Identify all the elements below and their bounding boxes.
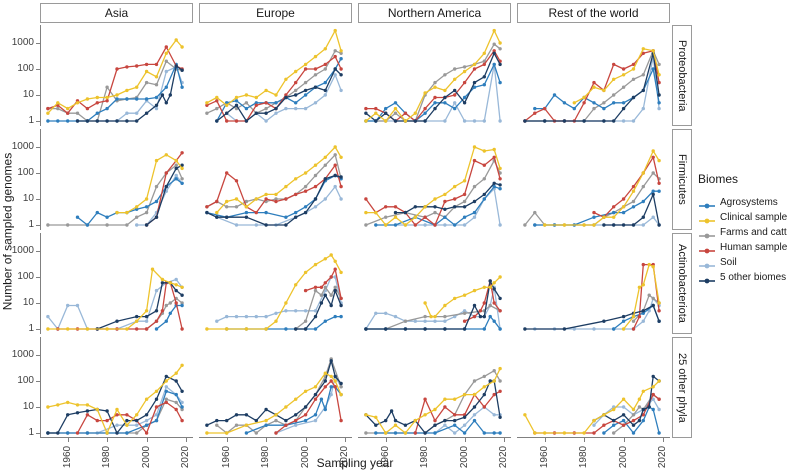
y-tick-label: 10 [22,89,34,100]
y-tick-label: 1000 [11,349,34,360]
panel-actinobacteriota-asia [40,233,193,334]
y-tick-mark [36,173,40,174]
legend-item-human-samples: Human samples [698,240,787,255]
legend-item-label: Agrosystems [720,197,778,208]
legend: Biomes Agrosystems Clinical samples Farm… [698,172,787,285]
y-tick-mark [36,147,40,148]
x-tick-mark [146,438,148,442]
x-tick-mark [226,438,228,442]
y-tick-mark [36,277,40,278]
y-tick-mark [36,355,40,356]
facet-row-label-proteobacteria: Proteobacteria [672,25,692,126]
panel-firmicutes-rest-of-world [517,129,670,230]
legend-title: Biomes [698,172,739,186]
panel-firmicutes-europe [199,129,352,230]
panel-actinobacteriota-rest-of-world [517,233,670,334]
panel-firmicutes-northern-america [358,129,511,230]
panel-25-other-phyla-asia [40,337,193,438]
x-tick-mark [186,438,188,442]
legend-item-label: 5 other biomes [720,272,787,283]
panel-proteobacteria-rest-of-world [517,25,670,126]
y-tick-label: 1 [28,323,34,334]
x-tick-mark [67,438,69,442]
panel-actinobacteriota-europe [199,233,352,334]
line-dot-key-icon [698,273,716,283]
facet-column-label-rest-of-world: Rest of the world [517,3,670,23]
legend-item-soil: Soil [698,255,787,270]
x-tick-mark [305,438,307,442]
legend-item-label: Clinical samples [720,212,787,223]
y-axis-title: Number of sampled genomes [0,152,15,311]
panel-actinobacteriota-northern-america [358,233,511,334]
legend-item-label: Human samples [720,242,787,253]
y-tick-label: 100 [17,271,34,282]
facet-row-label-firmicutes: Firmicutes [672,129,692,230]
y-tick-mark [36,381,40,382]
y-tick-mark [36,407,40,408]
legend-item-5-other-biomes: 5 other biomes [698,270,787,285]
y-tick-label: 1 [28,219,34,230]
y-tick-label: 100 [17,63,34,74]
y-tick-label: 1 [28,427,34,438]
legend-item-label: Farms and cattle [720,227,787,238]
x-tick-mark [584,438,586,442]
y-tick-mark [36,303,40,304]
legend-item-agrosystems: Agrosystems [698,195,787,210]
panel-grid [40,25,670,438]
facet-column-label-europe: Europe [199,3,352,23]
y-tick-label: 10 [22,193,34,204]
line-dot-key-icon [698,228,716,238]
x-tick-mark [464,438,466,442]
panel-proteobacteria-northern-america [358,25,511,126]
x-tick-mark [385,438,387,442]
x-tick-mark [425,438,427,442]
y-tick-mark [36,121,40,122]
facet-column-label-northern-america: Northern America [358,3,511,23]
facet-row-label-actinobacteriota: Actinobacteriota [672,233,692,334]
legend-item-label: Soil [720,257,737,268]
y-tick-mark [36,69,40,70]
x-tick-mark [107,438,109,442]
line-dot-key-icon [698,213,716,223]
y-tick-mark [36,251,40,252]
panel-firmicutes-asia [40,129,193,230]
facet-column-label-asia: Asia [40,3,193,23]
panel-proteobacteria-asia [40,25,193,126]
y-tick-label: 1000 [11,245,34,256]
y-tick-label: 10 [22,297,34,308]
line-dot-key-icon [698,258,716,268]
legend-item-clinical-samples: Clinical samples [698,210,787,225]
x-tick-mark [345,438,347,442]
y-tick-mark [36,433,40,434]
panel-25-other-phyla-europe [199,337,352,438]
x-axis-title: Sampling year [316,456,394,470]
y-tick-label: 10 [22,401,34,412]
panel-25-other-phyla-northern-america [358,337,511,438]
x-tick-mark [544,438,546,442]
y-tick-label: 1000 [11,141,34,152]
panel-25-other-phyla-rest-of-world [517,337,670,438]
x-tick-mark [504,438,506,442]
panel-proteobacteria-europe [199,25,352,126]
y-tick-mark [36,43,40,44]
y-tick-mark [36,225,40,226]
y-tick-label: 100 [17,167,34,178]
y-tick-mark [36,199,40,200]
x-tick-mark [663,438,665,442]
y-tick-label: 1 [28,115,34,126]
x-tick-mark [623,438,625,442]
line-dot-key-icon [698,198,716,208]
line-dot-key-icon [698,243,716,253]
y-tick-mark [36,329,40,330]
y-tick-label: 1000 [11,37,34,48]
y-tick-mark [36,95,40,96]
facet-row-label-25-other-phyla: 25 other phyla [672,337,692,438]
legend-item-farms-and-cattle: Farms and cattle [698,225,787,240]
x-tick-mark [266,438,268,442]
y-tick-label: 100 [17,375,34,386]
